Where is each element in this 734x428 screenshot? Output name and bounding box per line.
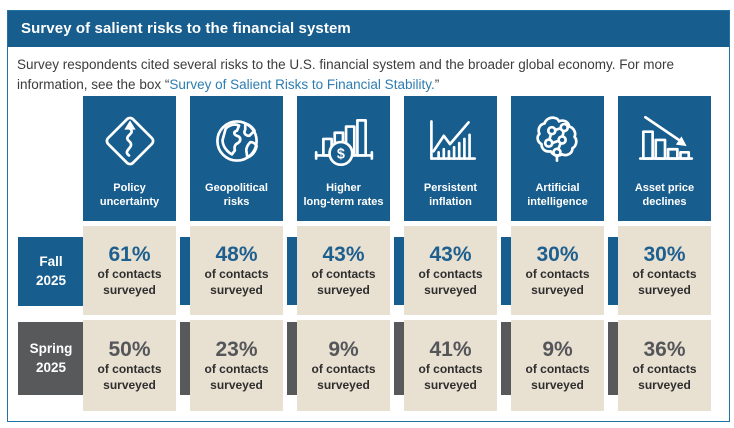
figure-header-bar: Survey of salient risks to the financial…: [8, 11, 729, 47]
column-artificial-intelligence: Artificial intelligence: [511, 96, 604, 221]
column-label: Higher long-term rates: [303, 181, 384, 209]
value-cell: 50% of contacts surveyed: [83, 320, 176, 411]
value-cell: 9% of contacts surveyed: [287, 320, 390, 411]
salient-risks-box-link[interactable]: Survey of Salient Risks to Financial Sta…: [169, 76, 435, 92]
value-cell: 43% of contacts surveyed: [394, 226, 497, 315]
winding-road-sign-icon: [105, 116, 154, 166]
globe-icon: [215, 120, 258, 162]
column-label: Artificial intelligence: [527, 181, 588, 209]
percent-value: 36%: [643, 337, 686, 361]
column-persistent-inflation: Persistent inflation: [404, 96, 497, 221]
intro-text-after: ”: [434, 76, 440, 92]
risk-columns-header: Policy uncertainty Geopolitical risks: [83, 96, 711, 221]
value-cell: 36% of contacts surveyed: [608, 320, 711, 411]
figure-frame: Survey of salient risks to the financial…: [7, 10, 730, 422]
value-cell: 30% of contacts surveyed: [608, 226, 711, 315]
percent-value: 43%: [322, 242, 365, 266]
svg-text:$: $: [336, 147, 344, 163]
percent-value: 61%: [108, 242, 151, 266]
value-cell: 30% of contacts surveyed: [501, 226, 604, 315]
percent-value: 30%: [643, 242, 686, 266]
column-asset-price-declines: Asset price declines: [618, 96, 711, 221]
column-label: Asset price declines: [634, 181, 695, 209]
row-spring-2025: 50% of contacts surveyed 23% of contacts…: [83, 320, 711, 411]
value-cell: 48% of contacts surveyed: [180, 226, 283, 315]
column-label: Policy uncertainty: [99, 181, 160, 209]
intro-paragraph: Survey respondents cited several risks t…: [17, 55, 717, 94]
rising-bars-dollar-icon: $: [314, 119, 373, 167]
intro-text-before: Survey respondents cited several risks t…: [17, 57, 675, 92]
column-label: Geopolitical risks: [205, 181, 268, 209]
circuit-brain-icon: [535, 116, 578, 162]
row-label-fall-2025: Fall 2025: [18, 237, 84, 306]
declining-bars-arrow-icon: [638, 115, 693, 160]
column-policy-uncertainty: Policy uncertainty: [83, 96, 176, 221]
column-higher-long-term-rates: $ Higher long-term rates: [297, 96, 390, 221]
percent-value: 43%: [429, 242, 472, 266]
value-cell: 41% of contacts surveyed: [394, 320, 497, 411]
percent-value: 30%: [536, 242, 579, 266]
column-geopolitical-risks: Geopolitical risks: [190, 96, 283, 221]
percent-value: 48%: [215, 242, 258, 266]
column-label: Persistent inflation: [423, 181, 478, 209]
value-cell: 9% of contacts surveyed: [501, 320, 604, 411]
value-cell: 23% of contacts surveyed: [180, 320, 283, 411]
rising-chart-icon: [429, 120, 476, 160]
percent-value: 50%: [108, 337, 151, 361]
percent-value: 23%: [215, 337, 258, 361]
percent-value: 9%: [542, 337, 573, 361]
page-title: Survey of salient risks to the financial…: [21, 20, 351, 37]
row-fall-2025: 61% of contacts surveyed 48% of contacts…: [83, 226, 711, 315]
value-cell: 43% of contacts surveyed: [287, 226, 390, 315]
value-cell: 61% of contacts surveyed: [83, 226, 176, 315]
percent-value: 9%: [328, 337, 359, 361]
row-label-spring-2025: Spring 2025: [18, 322, 84, 395]
percent-value: 41%: [429, 337, 472, 361]
